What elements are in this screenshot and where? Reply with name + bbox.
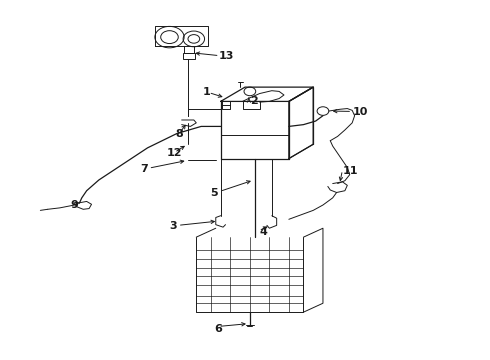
Text: 5: 5 (211, 188, 218, 198)
Text: 1: 1 (203, 87, 211, 98)
Text: 3: 3 (169, 221, 177, 231)
Text: 8: 8 (175, 129, 183, 139)
Text: 6: 6 (214, 324, 222, 334)
Text: 12: 12 (167, 148, 182, 158)
Text: 13: 13 (218, 51, 234, 61)
Bar (183, 53, 196, 59)
Text: 7: 7 (140, 164, 147, 174)
Text: 2: 2 (250, 96, 258, 107)
Text: 9: 9 (71, 200, 78, 210)
Text: 11: 11 (343, 166, 358, 176)
Text: 4: 4 (260, 227, 268, 237)
Text: 10: 10 (352, 107, 368, 117)
